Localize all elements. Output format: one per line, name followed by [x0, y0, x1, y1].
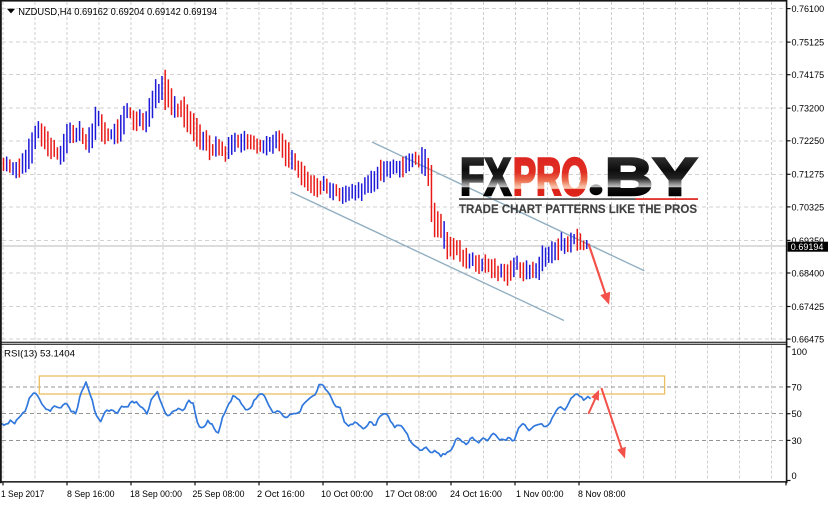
svg-text:0.66475: 0.66475: [792, 335, 825, 345]
svg-text:10 Oct 00:00: 10 Oct 00:00: [321, 489, 373, 499]
svg-text:1 Nov 00:00: 1 Nov 00:00: [516, 489, 564, 499]
svg-text:0.69350: 0.69350: [792, 236, 825, 246]
svg-text:30: 30: [792, 436, 802, 446]
svg-text:0.67425: 0.67425: [792, 302, 825, 312]
svg-text:0.76100: 0.76100: [792, 4, 825, 14]
svg-text:0.74175: 0.74175: [792, 70, 825, 80]
svg-text:0.68400: 0.68400: [792, 268, 825, 278]
svg-text:NZDUSD,H4 0.69162 0.69204 0.6: NZDUSD,H4 0.69162 0.69204 0.69142 0.6919…: [18, 7, 217, 18]
svg-text:18 Sep 00:00: 18 Sep 00:00: [130, 489, 182, 499]
svg-text:100: 100: [792, 347, 808, 357]
svg-text:0.72250: 0.72250: [792, 136, 825, 146]
svg-text:0: 0: [792, 471, 797, 481]
svg-text:0.75125: 0.75125: [792, 38, 825, 48]
svg-text:50: 50: [792, 409, 802, 419]
svg-text:8 Nov 08:00: 8 Nov 08:00: [578, 489, 626, 499]
svg-text:24 Oct 16:00: 24 Oct 16:00: [450, 489, 502, 499]
svg-text:25 Sep 08:00: 25 Sep 08:00: [193, 489, 245, 499]
svg-text:2 Oct 16:00: 2 Oct 16:00: [257, 489, 305, 499]
svg-text:RSI(13) 53.1404: RSI(13) 53.1404: [4, 349, 76, 360]
svg-text:0.70325: 0.70325: [792, 202, 825, 212]
svg-text:0.71275: 0.71275: [792, 170, 825, 180]
svg-text:17 Oct 08:00: 17 Oct 08:00: [385, 489, 437, 499]
svg-text:70: 70: [792, 382, 802, 392]
svg-text:8 Sep 16:00: 8 Sep 16:00: [67, 489, 115, 499]
svg-text:1 Sep 2017: 1 Sep 2017: [1, 489, 44, 499]
svg-text:0.73200: 0.73200: [792, 104, 825, 114]
svg-text:TRADE CHART PATTERNS LIKE THE: TRADE CHART PATTERNS LIKE THE PROS: [459, 202, 697, 216]
svg-text:0.69194: 0.69194: [791, 242, 824, 252]
